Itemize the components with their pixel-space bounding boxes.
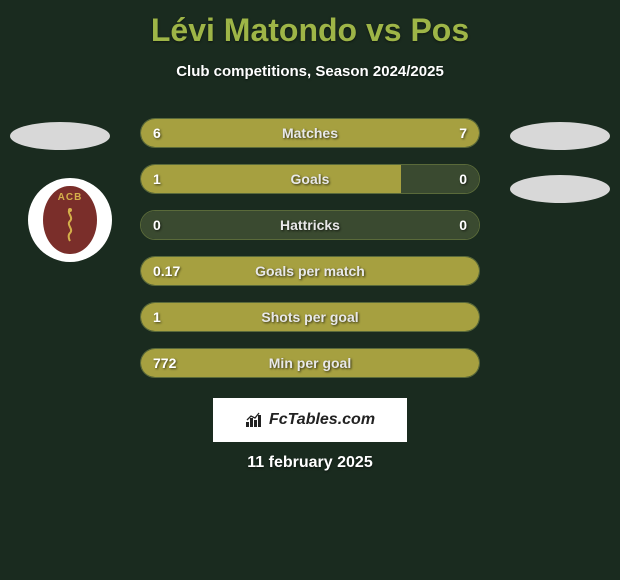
stat-value-left: 6 [153, 125, 161, 141]
stat-row: 6 7 Matches [140, 118, 480, 148]
player-right-placeholder-1 [510, 122, 610, 150]
page-title: Lévi Matondo vs Pos [0, 0, 620, 49]
bar-left-fill [141, 119, 296, 147]
stat-row: 1 0 Goals [140, 164, 480, 194]
serpent-icon [61, 207, 79, 243]
player-right-placeholder-2 [510, 175, 610, 203]
stat-value-left: 1 [153, 171, 161, 187]
club-badge-shield: ACB [43, 186, 97, 254]
footer-date: 11 february 2025 [247, 454, 372, 472]
stat-value-left: 0 [153, 217, 161, 233]
stat-label: Matches [282, 125, 338, 141]
stat-row: 1 Shots per goal [140, 302, 480, 332]
brand-text: FcTables.com [269, 411, 375, 429]
brand-box[interactable]: FcTables.com [213, 398, 407, 442]
stat-label: Hattricks [280, 217, 340, 233]
stats-bars: 6 7 Matches 1 0 Goals 0 0 Hattricks 0.17 Goals per… [140, 118, 480, 394]
stats-bars-icon [245, 412, 265, 428]
stat-row: 0.17 Goals per match [140, 256, 480, 286]
bar-left-fill [141, 165, 401, 193]
stat-label: Min per goal [269, 355, 351, 371]
club-badge: ACB [28, 178, 112, 262]
stat-label: Shots per goal [261, 309, 358, 325]
player-left-placeholder [10, 122, 110, 150]
stat-value-right: 0 [459, 171, 467, 187]
stat-row: 0 0 Hattricks [140, 210, 480, 240]
stat-label: Goals [291, 171, 330, 187]
stat-value-right: 7 [459, 125, 467, 141]
stat-value-left: 0.17 [153, 263, 180, 279]
stat-label: Goals per match [255, 263, 365, 279]
stat-value-left: 772 [153, 355, 176, 371]
stat-value-left: 1 [153, 309, 161, 325]
stat-value-right: 0 [459, 217, 467, 233]
club-badge-label: ACB [58, 192, 83, 203]
stat-row: 772 Min per goal [140, 348, 480, 378]
page-subtitle: Club competitions, Season 2024/2025 [0, 63, 620, 80]
